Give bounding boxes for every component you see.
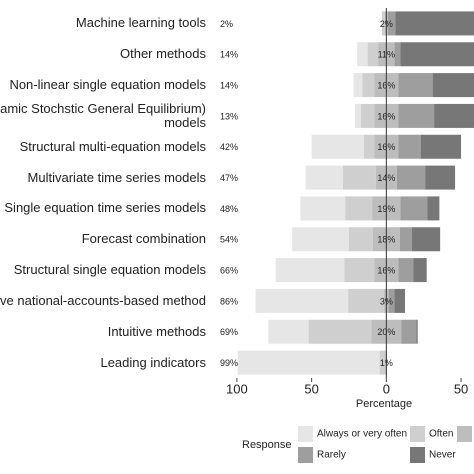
bar-segment xyxy=(398,258,414,283)
legend-title: Response xyxy=(242,439,292,451)
left-label: 47% xyxy=(220,173,238,183)
x-tick-label: 50 xyxy=(304,381,318,396)
category-label: Forecast combination xyxy=(81,231,206,247)
bar-segment xyxy=(305,165,343,190)
bar-segment xyxy=(420,134,462,159)
bar-segment xyxy=(275,258,345,283)
bar-segment xyxy=(363,134,375,159)
left-label: 14% xyxy=(220,50,238,60)
left-label: 14% xyxy=(220,80,238,90)
bar-segment xyxy=(400,196,428,221)
legend-swatch xyxy=(298,447,313,463)
bar-segment xyxy=(395,11,474,36)
bar-segment xyxy=(237,350,380,375)
bar-segment xyxy=(311,134,364,159)
left-label: 69% xyxy=(220,327,238,337)
left-label: 54% xyxy=(220,235,238,245)
left-label: 66% xyxy=(220,265,238,275)
category-label: Single equation time series models xyxy=(4,200,206,216)
left-label: 2% xyxy=(220,19,233,29)
bar-segment xyxy=(357,42,368,67)
bar-segment xyxy=(394,288,406,313)
legend-label: Rarely xyxy=(317,450,346,461)
category-label: Other methods xyxy=(120,46,206,62)
bar-segment xyxy=(300,196,346,221)
bar-segment xyxy=(400,42,474,67)
legend-label: Often xyxy=(429,429,453,440)
x-axis-label: Percentage xyxy=(356,398,412,410)
bar-segment xyxy=(362,73,375,98)
bar-segment xyxy=(381,11,385,36)
left-label: 48% xyxy=(220,204,238,214)
plot xyxy=(237,11,474,375)
bar-segment xyxy=(396,165,426,190)
bar-segment xyxy=(255,288,349,313)
category-label: Structural multi-equation models xyxy=(19,138,206,154)
left-label: 86% xyxy=(220,296,238,306)
legend-swatch xyxy=(410,426,425,442)
category-label: Machine learning tools xyxy=(75,15,206,31)
bar-segment xyxy=(416,319,418,344)
bar-segment xyxy=(343,165,376,190)
bar-segment xyxy=(348,288,385,313)
bar-segment xyxy=(348,227,373,252)
left-label: 13% xyxy=(220,111,238,121)
legend-swatch xyxy=(298,426,313,442)
bar-segment xyxy=(401,319,417,344)
legend-label: Never xyxy=(429,450,456,461)
category-label: Non-linear single equation models xyxy=(9,77,206,93)
bar-segment xyxy=(398,103,435,128)
left-label: 99% xyxy=(220,358,238,368)
bar-segment xyxy=(354,103,361,128)
category-label: amic Stochstic General Equilibrium) mode… xyxy=(0,100,206,130)
category-label: ve national-accounts-based method xyxy=(0,292,206,308)
category-label: Leading indicators xyxy=(100,354,206,370)
x-tick-label: 50 xyxy=(454,381,468,396)
category-label: Intuitive methods xyxy=(107,323,206,339)
bar-segment xyxy=(398,134,421,159)
left-label: 42% xyxy=(220,142,238,152)
bar-segment xyxy=(413,258,427,283)
legend-swatch xyxy=(457,426,472,442)
bar-segment xyxy=(411,227,441,252)
bar-segment xyxy=(388,288,395,313)
bar-segment xyxy=(268,319,309,344)
legend-label: Always or very often xyxy=(317,429,407,440)
bar-segment xyxy=(425,165,456,190)
category-label: Structural single equation models xyxy=(13,262,206,278)
bar-segment xyxy=(394,42,401,67)
bar-segment xyxy=(292,227,349,252)
category-label: Multivariate time series models xyxy=(27,169,206,185)
bar-segment xyxy=(398,73,433,98)
bar-segment xyxy=(399,227,412,252)
legend-swatch xyxy=(410,447,425,463)
bar-segment xyxy=(308,319,372,344)
bar-segment xyxy=(344,258,375,283)
x-tick-label: 0 xyxy=(383,381,390,396)
bar-segment xyxy=(367,42,379,67)
bar-segment xyxy=(360,103,375,128)
bar-segment xyxy=(353,73,363,98)
bar-segment xyxy=(379,350,386,375)
x-tick-label: 100 xyxy=(226,381,248,396)
bar-segment xyxy=(387,11,396,36)
bar-segment xyxy=(434,103,474,128)
bar-segment xyxy=(345,196,373,221)
bar-segment xyxy=(432,73,474,98)
bar-segment xyxy=(427,196,440,221)
